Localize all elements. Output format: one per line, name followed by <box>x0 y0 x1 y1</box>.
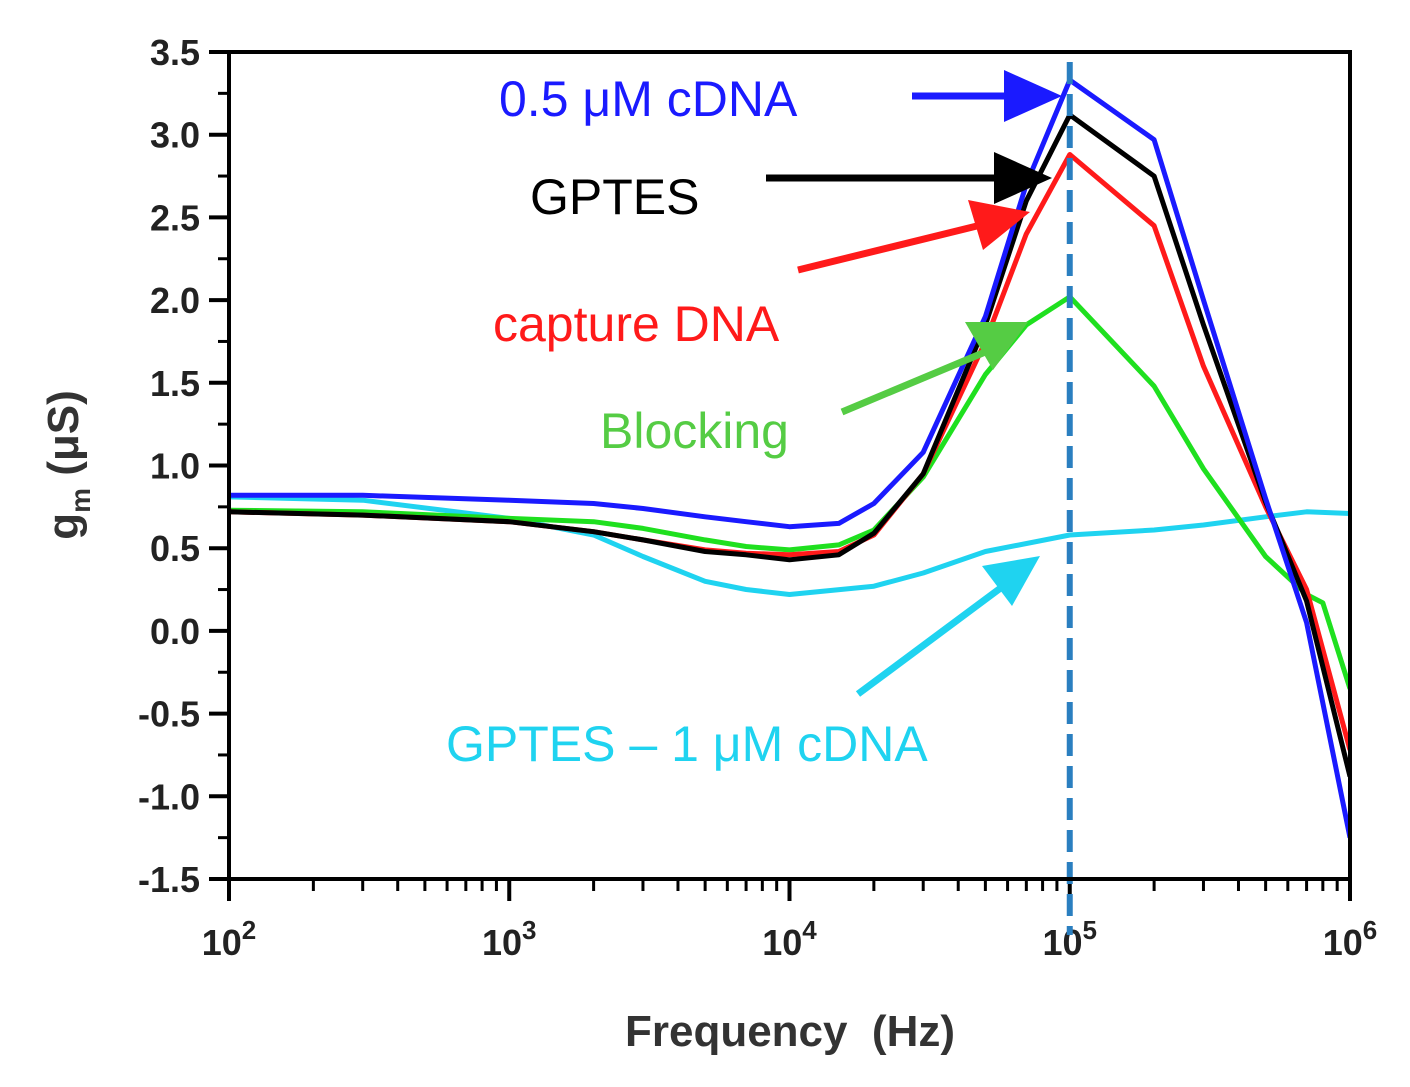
y-axis: -1.5 -1.0 -0.5 0.0 0.5 1.0 1.5 2.0 2.5 3.0 3.5 <box>138 32 229 900</box>
x-tick-base: 10 <box>482 922 522 963</box>
y-tick-label: 1.5 <box>150 363 200 404</box>
annotation-gptes-1uM-cdna: GPTES – 1 μM cDNA <box>446 716 928 772</box>
y-tick-label: 1.0 <box>150 446 200 487</box>
series-line-blocking <box>229 294 1350 690</box>
x-major-ticks: 102 103 104 105 106 <box>202 879 1378 963</box>
annotation-blocking: Blocking <box>600 403 789 459</box>
y-axis-title-unit: (μS) <box>39 390 88 488</box>
y-axis-title-sub: m <box>65 488 96 513</box>
y-tick-label: 3.0 <box>150 115 200 156</box>
arrow-gptes <box>766 152 1052 204</box>
x-tick-base: 10 <box>202 922 242 963</box>
y-tick-label: -0.5 <box>138 694 200 735</box>
x-tick-exponent: 2 <box>242 915 256 945</box>
y-axis-title-main: g <box>39 513 88 540</box>
x-tick-base: 10 <box>1042 922 1082 963</box>
x-tick-label: 103 <box>482 915 537 963</box>
y-tick-label: 3.5 <box>150 32 200 73</box>
x-tick-exponent: 6 <box>1363 915 1377 945</box>
arrow-gptes-1uM-cdna <box>855 556 1040 697</box>
x-tick-base: 10 <box>1323 922 1363 963</box>
x-axis-title: Frequency (Hz) <box>625 1007 955 1056</box>
arrow-0.5uM-cdna <box>912 70 1062 122</box>
arrow-capture-dna <box>797 200 1030 274</box>
series-line-gptes <box>229 112 1350 778</box>
y-axis-title: gm (μS) <box>39 390 96 540</box>
y-tick-label: -1.0 <box>138 776 200 817</box>
series-line-capture-dna <box>229 152 1350 751</box>
x-tick-label: 105 <box>1042 915 1097 963</box>
y-tick-label: 2.5 <box>150 197 200 238</box>
y-tick-label: -1.5 <box>138 859 200 900</box>
x-tick-exponent: 5 <box>1083 915 1097 945</box>
y-tick-label: 2.0 <box>150 280 200 321</box>
y-tick-label: 0.0 <box>150 611 200 652</box>
y-tick-label: 0.5 <box>150 528 200 569</box>
series-lines <box>229 77 1350 839</box>
x-tick-exponent: 4 <box>802 915 817 945</box>
x-tick-base: 10 <box>762 922 802 963</box>
x-tick-exponent: 3 <box>522 915 536 945</box>
annotation-arrows <box>766 70 1062 697</box>
annotation-gptes: GPTES <box>530 169 699 225</box>
x-tick-label: 102 <box>202 915 257 963</box>
plot-frame <box>227 50 1352 881</box>
annotation-capture-dna: capture DNA <box>493 296 780 352</box>
x-tick-label: 104 <box>762 915 817 963</box>
series-line-0-5-m-cdna <box>229 77 1350 839</box>
arrow-blocking <box>840 322 1028 416</box>
x-tick-label: 106 <box>1323 915 1378 963</box>
annotation-0.5uM-cdna: 0.5 μM cDNA <box>499 71 798 127</box>
